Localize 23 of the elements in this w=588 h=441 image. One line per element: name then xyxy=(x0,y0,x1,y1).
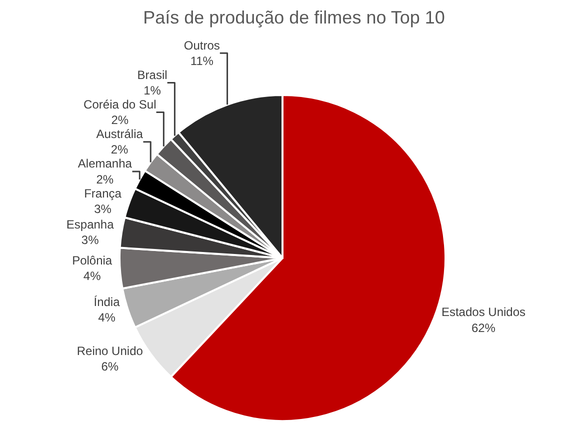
slice-label: Outros xyxy=(184,38,220,52)
slice-label: Reino Unido xyxy=(76,344,144,358)
data-label: 3% xyxy=(81,232,100,247)
data-label: 2% xyxy=(111,113,129,128)
data-label: 11% xyxy=(190,54,214,68)
data-label: 2% xyxy=(110,142,129,157)
data-label: 4% xyxy=(83,269,102,284)
data-label: 4% xyxy=(98,310,116,325)
slice-label: Índia xyxy=(94,294,120,309)
slice-label: Coréia do Sul xyxy=(84,97,156,112)
slice-label: Espanha xyxy=(66,217,114,232)
slice-label: Brasil xyxy=(137,68,168,82)
slice-label: Austrália xyxy=(96,127,144,142)
data-label: 2% xyxy=(96,172,114,186)
data-label: 6% xyxy=(101,360,119,374)
slice-label: Alemanha xyxy=(78,156,132,171)
slice-label: Estados Unidos xyxy=(441,305,526,320)
data-label: 62% xyxy=(471,320,496,335)
data-label: 1% xyxy=(144,83,162,98)
slice-label: França xyxy=(84,186,122,200)
chart-title: País de produção de filmes no Top 10 xyxy=(143,8,445,28)
data-label: 3% xyxy=(94,202,112,216)
slice-label: Polônia xyxy=(72,253,112,268)
